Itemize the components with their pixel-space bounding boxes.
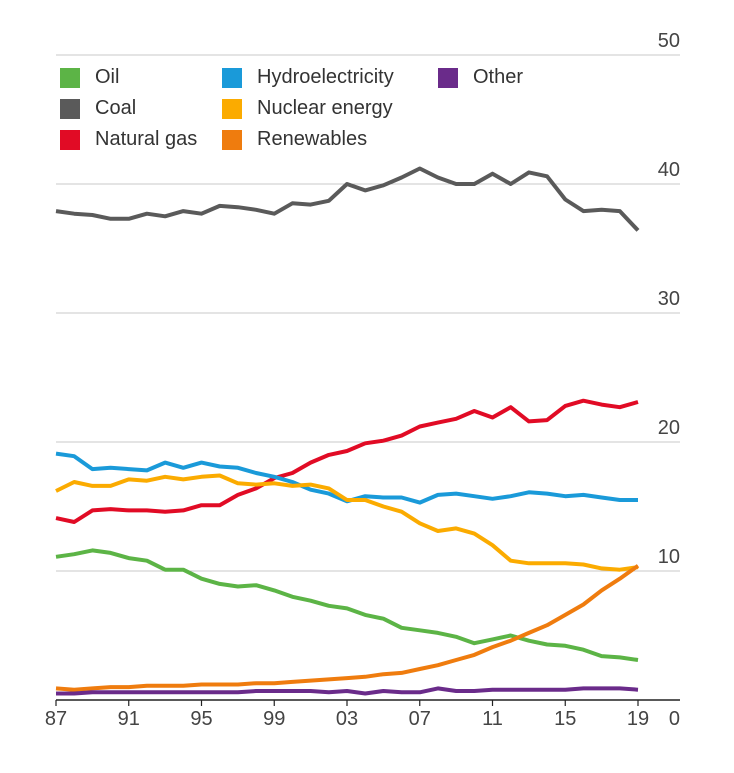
y-tick-label: 50 bbox=[658, 30, 680, 52]
series-line-nuclear-energy bbox=[55, 473, 639, 572]
series-line-coal bbox=[55, 166, 640, 232]
legend-item-oil: Oil bbox=[60, 66, 119, 89]
y-axis-tick-labels: 0 10 20 30 40 50 bbox=[658, 30, 680, 730]
x-tick-label: 03 bbox=[336, 708, 358, 730]
legend-swatch bbox=[222, 129, 242, 150]
legend-label: Other bbox=[473, 66, 524, 88]
legend-label: Coal bbox=[95, 97, 137, 119]
legend-item-hydroelectricity: Hydroelectricity bbox=[222, 66, 394, 89]
series-line-hydroelectricity bbox=[55, 451, 638, 505]
x-tick-label: 07 bbox=[409, 708, 431, 730]
series-line-oil bbox=[55, 548, 639, 662]
y-tick-label: 40 bbox=[658, 159, 680, 181]
legend-label: Renewables bbox=[257, 128, 368, 150]
x-tick-label: 91 bbox=[118, 708, 140, 730]
legend-swatch bbox=[60, 129, 80, 150]
y-tick-label: 0 bbox=[669, 708, 680, 730]
legend-swatch bbox=[60, 67, 80, 88]
series-line-renewables bbox=[55, 564, 640, 692]
y-tick-label: 20 bbox=[658, 417, 680, 439]
legend-label: Hydroelectricity bbox=[257, 66, 394, 88]
y-tick-label: 30 bbox=[658, 288, 680, 310]
legend-item-other: Other bbox=[438, 66, 523, 89]
legend-swatch bbox=[222, 67, 242, 88]
legend-label: Nuclear energy bbox=[257, 97, 393, 119]
legend-item-natural-gas: Natural gas bbox=[60, 128, 197, 151]
legend-item-renewables: Renewables bbox=[222, 128, 367, 151]
legend-swatch bbox=[60, 98, 80, 119]
legend-item-coal: Coal bbox=[60, 97, 136, 120]
series-lines bbox=[55, 166, 640, 696]
series-line-natural-gas bbox=[55, 398, 639, 524]
y-tick-label: 10 bbox=[658, 546, 680, 568]
legend-swatch bbox=[222, 98, 242, 119]
legend-label: Oil bbox=[95, 66, 120, 88]
x-tick-label: 87 bbox=[45, 708, 67, 730]
x-tick-label: 15 bbox=[554, 708, 576, 730]
series-line-other bbox=[56, 686, 639, 696]
legend-item-nuclear-energy: Nuclear energy bbox=[222, 97, 393, 120]
x-tick-label: 99 bbox=[263, 708, 285, 730]
x-tick-label: 11 bbox=[482, 708, 503, 730]
x-axis-tick-labels: 87 91 95 99 03 07 11 15 19 bbox=[45, 700, 649, 730]
legend-label: Natural gas bbox=[95, 128, 198, 150]
gridlines bbox=[56, 54, 680, 701]
x-tick-label: 95 bbox=[190, 708, 212, 730]
legend-swatch bbox=[438, 67, 458, 88]
x-tick-label: 19 bbox=[627, 708, 649, 730]
